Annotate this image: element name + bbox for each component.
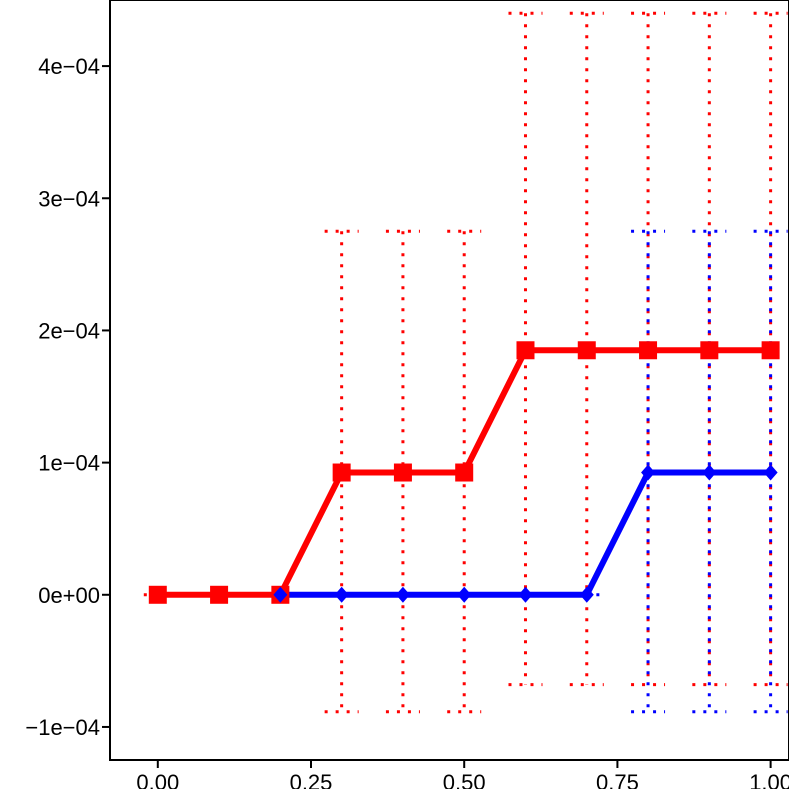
- square-marker: [148, 585, 167, 604]
- y-axis: −1e−04 0e+00 1e−04 2e−04 3e−04 4e−04: [25, 54, 110, 740]
- plot-frame: [109, 0, 789, 761]
- diamond-marker: [579, 586, 594, 603]
- square-marker: [332, 463, 351, 482]
- diamond-marker: [334, 586, 349, 603]
- diamond-marker: [273, 586, 288, 603]
- square-marker: [577, 341, 596, 360]
- y-tick-label: −1e−04: [25, 715, 100, 740]
- y-tick-label: 3e−04: [38, 186, 100, 211]
- error-bars: [143, 11, 788, 714]
- x-tick-label: 0.75: [596, 770, 639, 789]
- square-marker: [210, 585, 229, 604]
- square-marker: [639, 341, 658, 360]
- square-marker: [516, 341, 535, 360]
- square-marker: [455, 463, 474, 482]
- x-tick-label: 1.00: [749, 770, 789, 789]
- diamond-marker: [641, 464, 656, 481]
- diamond-marker: [395, 586, 410, 603]
- series-markers: [148, 341, 780, 604]
- x-tick-label: 0.25: [290, 770, 333, 789]
- diamond-marker: [457, 586, 472, 603]
- y-tick-label: 2e−04: [38, 318, 100, 343]
- x-axis: 0.00 0.25 0.50 0.75 1.00: [136, 760, 789, 789]
- square-marker: [393, 463, 412, 482]
- diamond-marker: [763, 464, 778, 481]
- x-tick-label: 0.00: [136, 770, 179, 789]
- y-tick-label: 1e−04: [38, 451, 100, 476]
- y-tick-label: 0e+00: [38, 583, 100, 608]
- square-marker: [700, 341, 719, 360]
- diamond-marker: [518, 586, 533, 603]
- x-tick-label: 0.50: [443, 770, 486, 789]
- diamond-marker: [702, 464, 717, 481]
- y-tick-label: 4e−04: [38, 54, 100, 79]
- square-marker: [761, 341, 780, 360]
